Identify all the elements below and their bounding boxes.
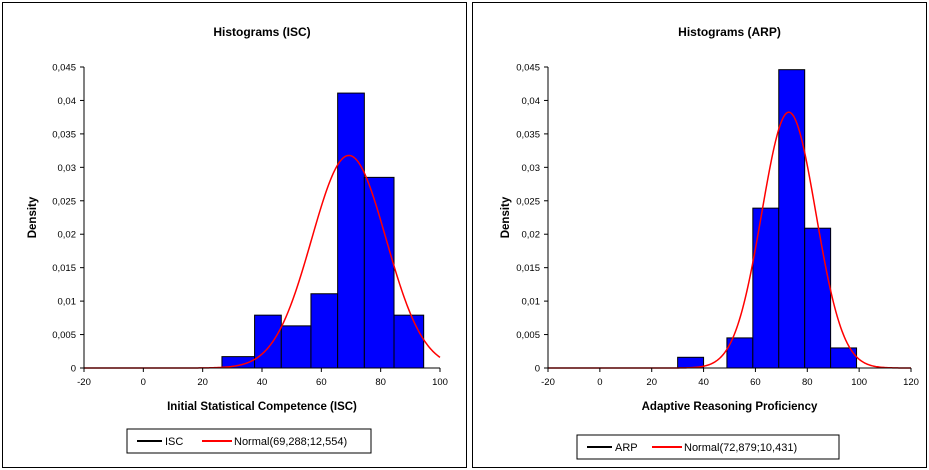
histogram-bar	[393, 314, 425, 369]
histogram-bar	[310, 293, 339, 369]
x-tick-label: 100	[851, 377, 867, 388]
legend-box	[576, 434, 840, 460]
y-tick-label: 0,015	[52, 263, 76, 274]
chart-title: Histograms (ISC)	[213, 25, 310, 39]
x-tick-label: 60	[316, 377, 327, 388]
y-tick-label: 0,02	[58, 230, 77, 241]
x-tick-label: 40	[257, 377, 268, 388]
legend-normal-label: Normal(72,879;10,431)	[684, 442, 797, 454]
legend-box	[126, 428, 372, 454]
histogram-bar	[752, 207, 780, 369]
isc-histogram-panel: Histograms (ISC) 0 0,005 0,01 0,015 0,02 0,025…	[2, 2, 467, 468]
x-tick-label: 80	[802, 377, 813, 388]
normal-curve	[548, 111, 911, 369]
y-tick-label: 0,035	[516, 129, 540, 140]
y-tick-label: 0	[71, 364, 76, 375]
y-tick-label: 0,025	[516, 196, 540, 207]
y-tick-label: 0,045	[516, 63, 540, 74]
histogram-bar	[804, 227, 832, 369]
y-tick-label: 0,04	[522, 96, 541, 107]
y-tick-label: 0,01	[58, 297, 77, 308]
y-tick-label: 0,015	[516, 263, 540, 274]
y-tick-label: 0,005	[52, 330, 76, 341]
y-tick-label: 0,045	[52, 63, 76, 74]
x-tick-label: 20	[197, 377, 208, 388]
arp-histogram-panel: Histograms (ARP) 0 0,005 0,01 0,015 0,02 0,025…	[472, 2, 927, 468]
arp-histogram-chart: Histograms (ARP) 0 0,005 0,01 0,015 0,02 0,025…	[500, 25, 919, 460]
y-tick-label: 0	[535, 364, 540, 375]
histogram-bar	[363, 176, 395, 369]
y-tick-label: 0,01	[522, 297, 541, 308]
y-axis-label: Density	[27, 196, 39, 238]
x-tick-label: 20	[646, 377, 657, 388]
y-tick-label: 0,03	[522, 163, 541, 174]
x-tick-label: 120	[903, 377, 919, 388]
x-tick-label: 100	[432, 377, 448, 388]
y-tick-label: 0,025	[52, 196, 76, 207]
x-tick-label: -20	[541, 377, 555, 388]
y-tick-label: 0,035	[52, 129, 76, 140]
legend-normal-label: Normal(69,288;12,554)	[234, 436, 347, 448]
y-tick-label: 0,02	[522, 230, 541, 241]
histogram-bar	[337, 92, 365, 369]
y-axis-label: Density	[500, 196, 512, 238]
isc-histogram-chart: Histograms (ISC) 0 0,005 0,01 0,015 0,02 0,025…	[27, 25, 448, 454]
x-axis-label: Adaptive Reasoning Proficiency	[642, 401, 818, 413]
y-tick-label: 0,005	[516, 330, 540, 341]
x-tick-label: 0	[597, 377, 602, 388]
x-tick-label: 0	[141, 377, 146, 388]
x-axis-label: Initial Statistical Competence (ISC)	[167, 401, 357, 413]
chart-title: Histograms (ARP)	[678, 25, 781, 39]
histogram-bar	[280, 325, 312, 369]
x-tick-label: 80	[375, 377, 386, 388]
legend-series-label: ISC	[165, 436, 183, 448]
histogram-bar	[778, 69, 806, 369]
x-tick-label: 60	[750, 377, 761, 388]
x-tick-label: -20	[77, 377, 91, 388]
histogram-bar	[254, 314, 282, 369]
y-tick-label: 0,03	[58, 163, 77, 174]
legend-series-label: ARP	[615, 442, 638, 454]
y-tick-label: 0,04	[58, 96, 77, 107]
x-tick-label: 40	[698, 377, 709, 388]
